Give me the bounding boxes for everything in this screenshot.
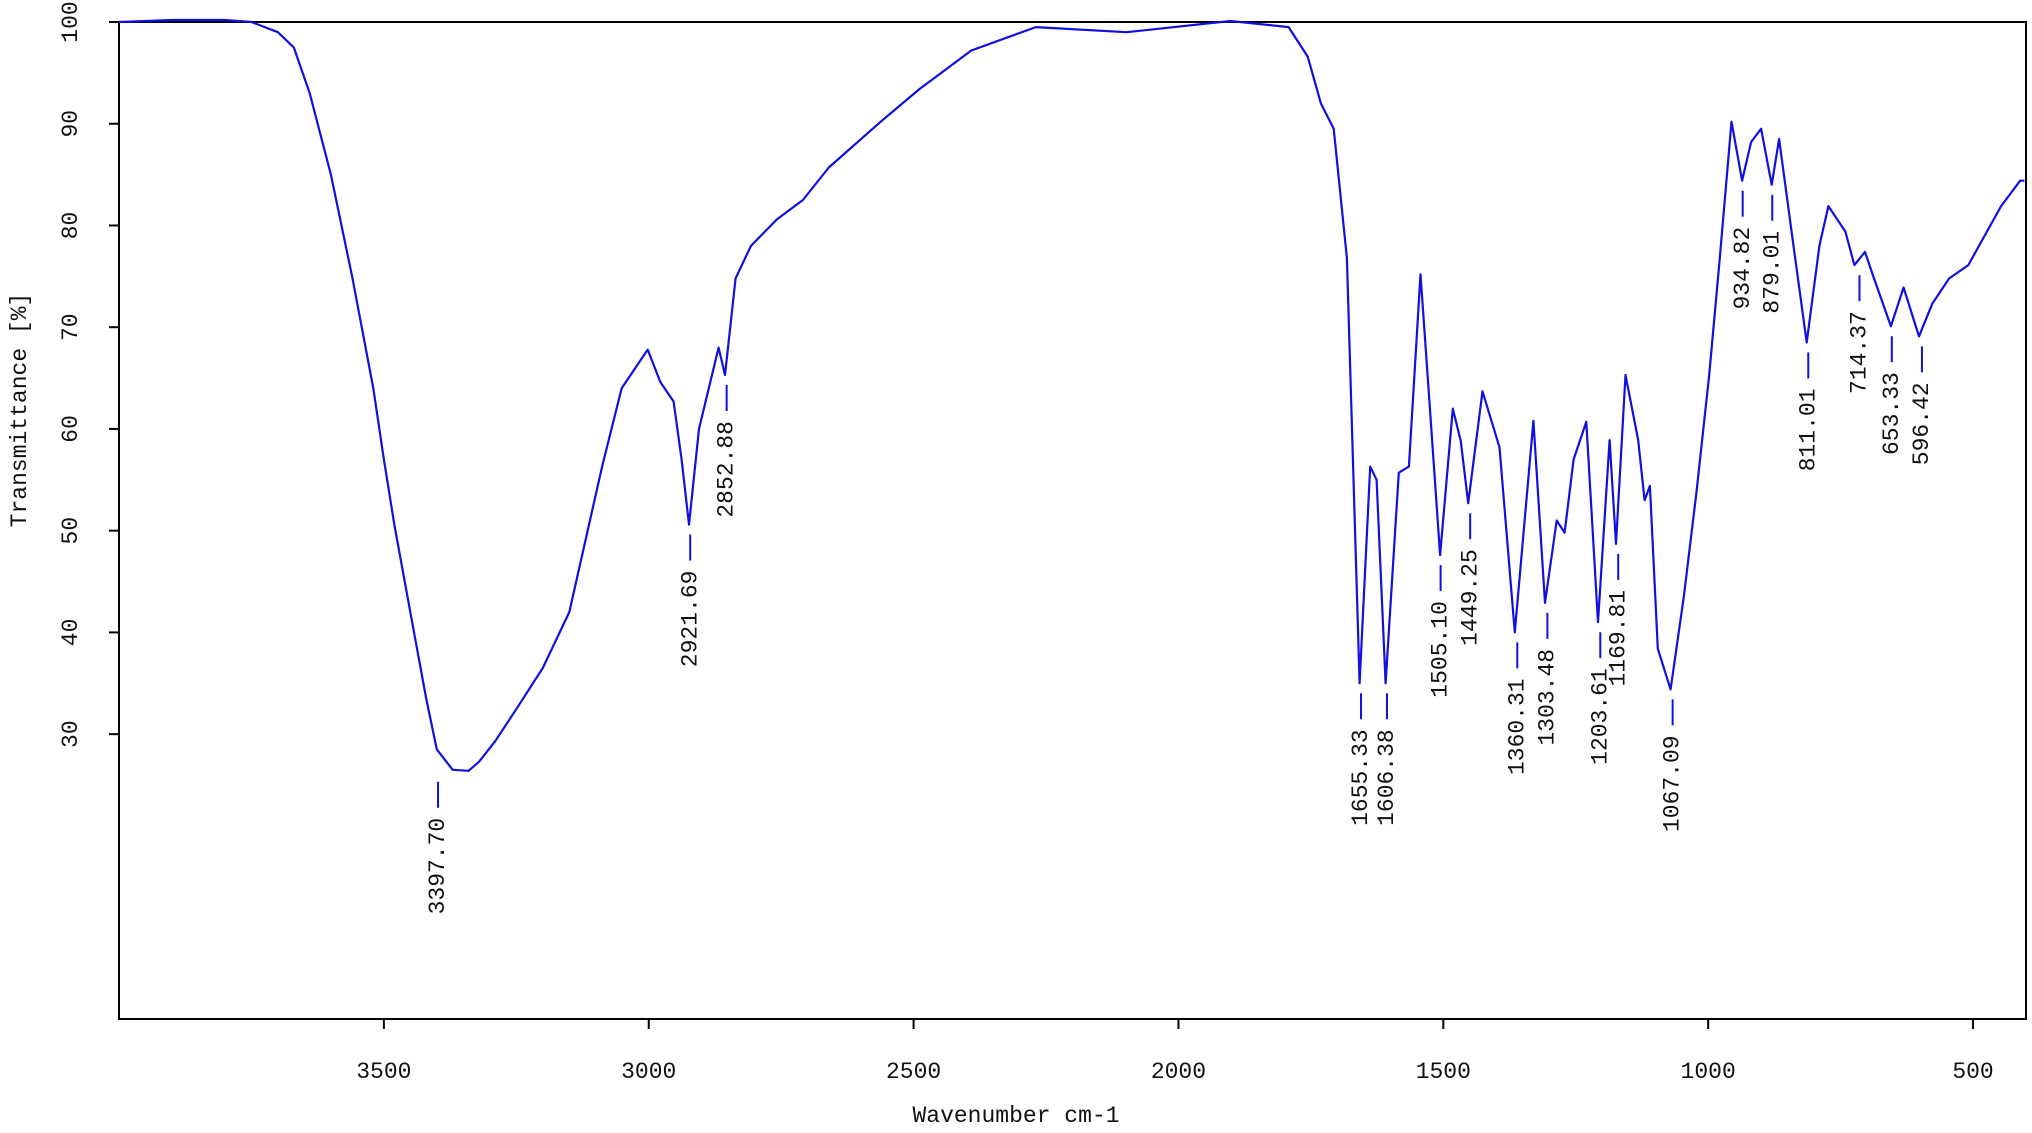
peak-label: 1169.81	[1605, 590, 1631, 687]
peak-label: 1505.10	[1428, 601, 1454, 698]
x-tick-label: 1000	[1681, 1059, 1736, 1085]
peak-label: 1606.38	[1374, 729, 1400, 826]
peak-label: 1655.33	[1348, 729, 1374, 826]
peak-label: 879.01	[1759, 231, 1785, 314]
peak-label: 596.42	[1909, 382, 1935, 465]
x-tick-label: 500	[1952, 1059, 1993, 1085]
peak-label: 3397.70	[425, 818, 451, 915]
x-tick-label: 1500	[1416, 1059, 1471, 1085]
y-tick-label: 70	[58, 313, 84, 341]
peak-label: 1067.09	[1660, 735, 1686, 832]
x-tick-label: 2000	[1151, 1059, 1206, 1085]
y-tick-label: 60	[58, 415, 84, 443]
peak-label: 2852.88	[714, 421, 740, 518]
peak-label: 714.37	[1847, 311, 1873, 394]
y-axis-label: Transmittance [%]	[7, 293, 33, 528]
peak-label: 653.33	[1879, 372, 1905, 455]
y-tick-label: 30	[58, 720, 84, 748]
x-tick-label: 2500	[886, 1059, 941, 1085]
peak-label: 1449.25	[1457, 549, 1483, 646]
y-tick-label: 100	[58, 1, 84, 42]
y-tick-label: 50	[58, 517, 84, 545]
x-tick-label: 3500	[356, 1059, 411, 1085]
spectrum-line	[118, 18, 2025, 772]
y-tick-label: 90	[58, 110, 84, 138]
peak-label: 1303.48	[1534, 649, 1560, 746]
peak-label: 811.01	[1795, 388, 1821, 471]
peak-label: 1203.61	[1587, 668, 1613, 765]
x-tick-label: 3000	[621, 1059, 676, 1085]
plot-frame	[118, 21, 2027, 1020]
peak-label: 934.82	[1730, 227, 1756, 310]
x-axis-label: Wavenumber cm-1	[912, 1103, 1119, 1129]
y-tick-label: 80	[58, 212, 84, 240]
y-tick-label: 40	[58, 619, 84, 647]
peak-label: 1360.31	[1504, 678, 1530, 775]
peak-label: 2921.69	[677, 571, 703, 668]
